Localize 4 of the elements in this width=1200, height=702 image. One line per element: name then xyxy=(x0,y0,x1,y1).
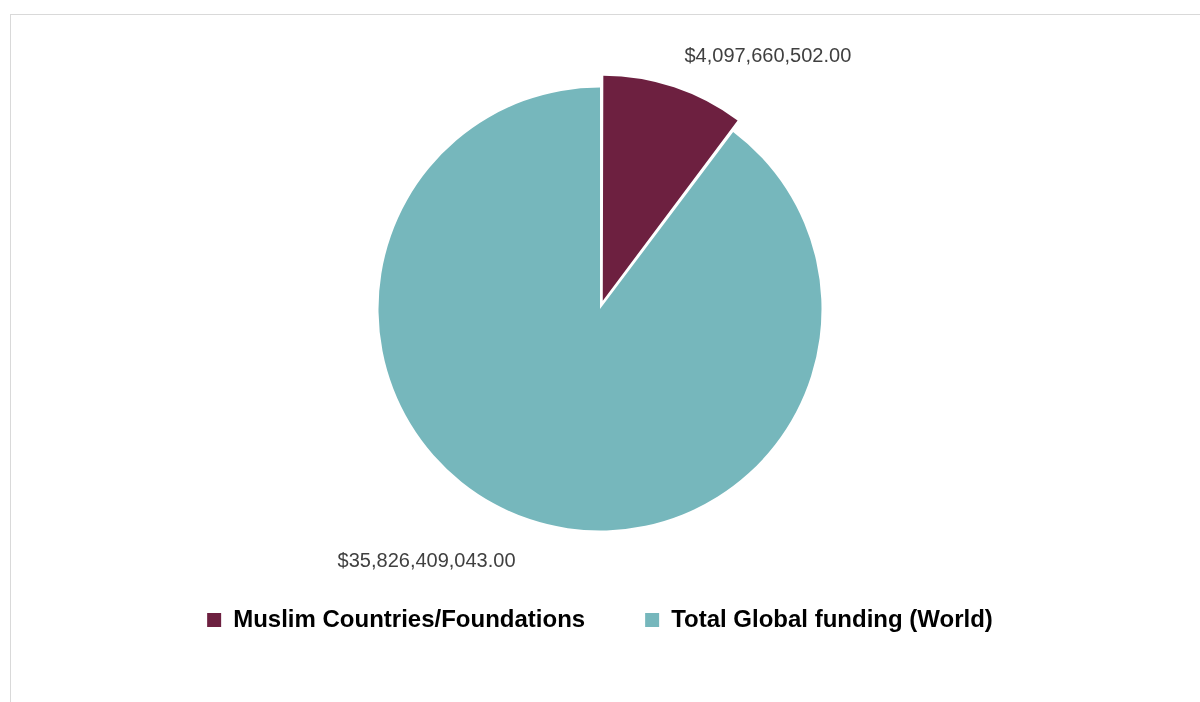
data-label: $4,097,660,502.00 xyxy=(684,43,852,66)
data-label: $35,826,409,043.00 xyxy=(337,549,516,572)
legend-label: Muslim Countries/Foundations xyxy=(233,604,586,632)
legend-label: Total Global funding (World) xyxy=(671,604,993,632)
